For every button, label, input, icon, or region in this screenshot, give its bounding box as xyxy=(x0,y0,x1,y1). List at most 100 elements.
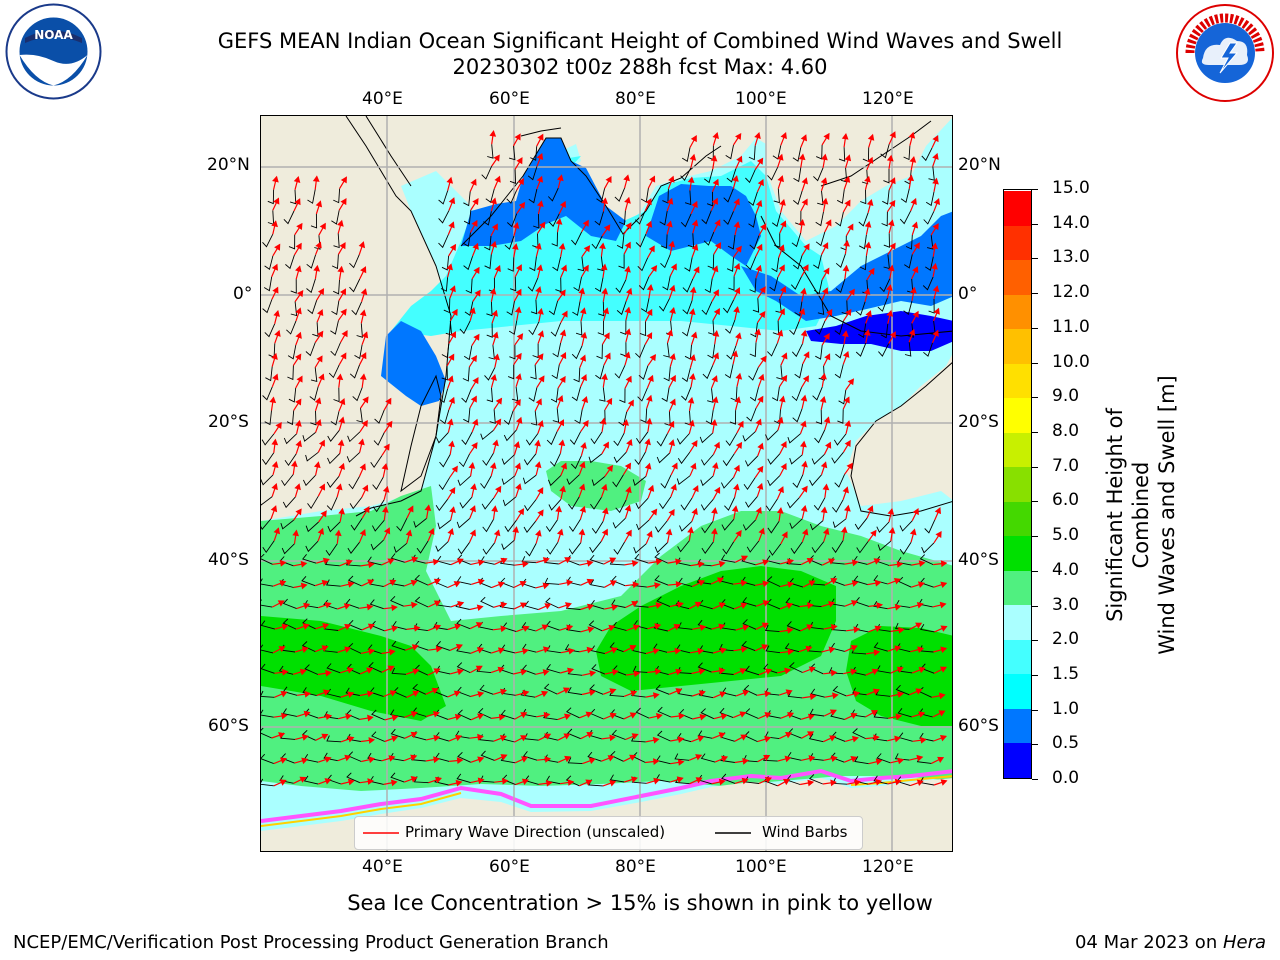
wave-arrow xyxy=(338,713,353,721)
wind-barb xyxy=(504,519,517,533)
wave-arrow xyxy=(511,243,519,258)
wind-barb xyxy=(552,408,560,423)
wave-arrow xyxy=(269,396,277,411)
noaa-logo: NOAA xyxy=(5,3,102,100)
wave-arrow xyxy=(536,221,546,234)
wave-arrow xyxy=(625,486,632,501)
wave-arrow xyxy=(911,560,926,567)
wind-barb xyxy=(616,234,625,249)
colorbar-tick-mark xyxy=(1032,362,1038,364)
wind-barb xyxy=(835,344,845,359)
wind-barb xyxy=(265,366,273,382)
wave-arrow xyxy=(777,153,784,168)
wave-arrow xyxy=(426,711,440,718)
wind-barb xyxy=(304,664,319,675)
wind-barb xyxy=(439,409,450,425)
wind-barb xyxy=(923,342,933,357)
wave-arrow xyxy=(535,669,550,676)
wind-barb xyxy=(501,539,515,551)
wave-arrow xyxy=(645,736,660,744)
wind-barb xyxy=(569,431,582,445)
wave-arrow xyxy=(448,440,455,455)
wave-arrow xyxy=(494,777,509,785)
wave-arrow xyxy=(384,735,399,743)
wave-arrow xyxy=(910,286,917,301)
wave-arrow xyxy=(339,176,347,189)
wave-arrow xyxy=(493,353,500,368)
wave-arrow xyxy=(711,667,726,675)
wave-arrow xyxy=(512,221,520,236)
colorbar-tick-mark xyxy=(1032,431,1038,433)
wind-barb xyxy=(640,298,650,313)
wind-barb xyxy=(261,433,275,446)
wind-barb xyxy=(858,234,867,250)
wind-barb xyxy=(700,708,715,720)
wave-arrow xyxy=(535,624,549,632)
wave-arrow xyxy=(624,776,638,783)
wave-arrow xyxy=(556,687,570,695)
wave-arrow xyxy=(624,504,632,519)
wave-arrow xyxy=(361,484,369,498)
wind-barb xyxy=(789,518,803,530)
wave-arrow xyxy=(470,559,485,567)
wave-arrow xyxy=(295,265,302,280)
wind-barb xyxy=(726,168,737,183)
wind-barb xyxy=(302,618,316,630)
wave-arrow xyxy=(885,284,893,299)
wave-arrow xyxy=(933,779,948,786)
wind-barb xyxy=(682,300,693,315)
colorbar-tick-label: 14.0 xyxy=(1052,212,1090,233)
wind-barb xyxy=(261,727,272,739)
wind-barb xyxy=(416,540,429,554)
wind-barb xyxy=(564,644,580,653)
wave-arrow xyxy=(646,283,654,299)
wind-barb xyxy=(881,211,888,227)
wind-barb xyxy=(707,388,714,403)
wind-barb xyxy=(895,622,910,630)
wind-barb xyxy=(676,733,692,743)
coastline-africa xyxy=(345,116,452,517)
wind-barb xyxy=(854,517,868,530)
wave-arrow xyxy=(581,689,596,697)
wave-arrow xyxy=(890,666,904,674)
wave-arrow xyxy=(912,736,927,744)
wave-arrow xyxy=(712,486,721,500)
wave-arrow xyxy=(557,733,571,741)
wave-arrow xyxy=(271,263,278,277)
wind-barb xyxy=(661,387,670,403)
wind-barb xyxy=(746,407,757,422)
wave-arrow xyxy=(736,420,744,434)
wave-arrow xyxy=(271,373,279,388)
wind-barb xyxy=(589,579,605,588)
wave-arrow xyxy=(491,154,500,167)
wave-arrow xyxy=(447,623,462,631)
wind-barb xyxy=(327,453,341,465)
wind-barb xyxy=(838,147,846,162)
wave-arrow xyxy=(446,263,453,278)
wind-barb xyxy=(261,709,274,718)
wave-arrow xyxy=(733,483,740,498)
wind-barb xyxy=(656,433,668,447)
wave-arrow xyxy=(516,178,524,191)
wave-arrow xyxy=(690,331,698,346)
wave-arrow xyxy=(447,713,462,721)
wave-arrow xyxy=(711,507,718,522)
wind-barb xyxy=(457,751,471,763)
wave-arrow xyxy=(934,507,941,521)
wind-barb xyxy=(702,365,714,380)
wave-arrow xyxy=(623,174,630,189)
wave-arrow xyxy=(779,689,793,696)
wave-arrow xyxy=(381,443,390,456)
wave-arrow xyxy=(798,153,806,168)
wave-arrow xyxy=(780,132,787,146)
wave-arrow xyxy=(713,647,727,654)
wave-arrow xyxy=(911,581,925,588)
wave-arrow xyxy=(647,623,662,630)
wave-arrow xyxy=(556,419,564,432)
wind-barb xyxy=(393,542,408,553)
wind-barb xyxy=(792,408,803,423)
colorbar-tick-mark xyxy=(1032,605,1038,607)
wave-arrow xyxy=(622,462,632,475)
colorbar-segment xyxy=(1004,259,1031,295)
wave-arrow xyxy=(271,438,279,453)
